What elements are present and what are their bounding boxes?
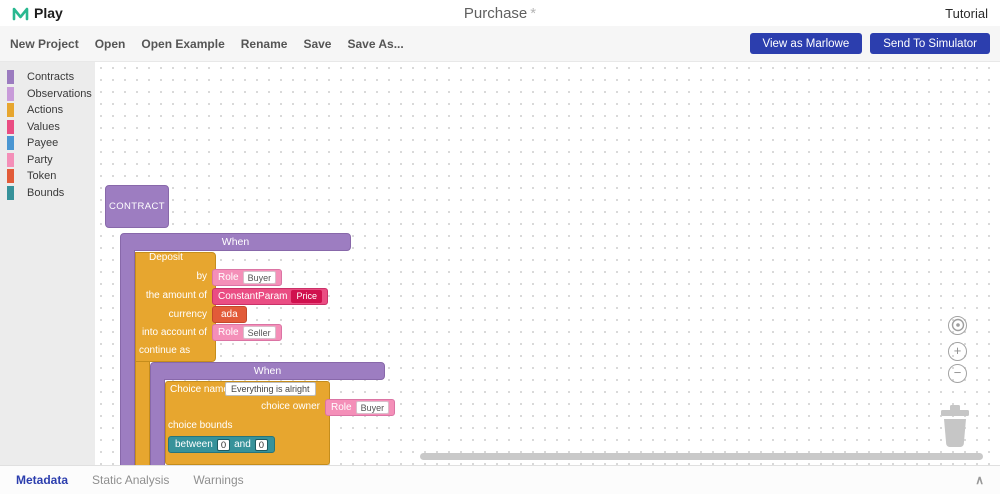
toolbar-menu: New Project Open Open Example Rename Sav… xyxy=(10,37,404,51)
choice-owner-label: choice owner xyxy=(261,401,320,412)
header: Play Purchase * Tutorial xyxy=(0,0,1000,26)
deposit-amount-label: the amount of xyxy=(145,290,207,301)
bounds-upper-field[interactable]: 0 xyxy=(254,438,269,451)
horizontal-scrollbar[interactable] xyxy=(420,453,983,460)
when-block-inner-spine[interactable] xyxy=(150,379,165,465)
choice-name-field[interactable]: Everything is alright xyxy=(225,382,316,396)
toolbox-category-actions[interactable]: Actions xyxy=(0,102,95,118)
toolbox-category-observations[interactable]: Observations xyxy=(0,86,95,102)
role-name-field[interactable]: Seller xyxy=(242,326,276,339)
toolbox-category-payee[interactable]: Payee xyxy=(0,135,95,151)
menu-item-rename[interactable]: Rename xyxy=(240,36,288,51)
bounds-between-block[interactable]: between 0 and 0 xyxy=(168,436,276,453)
trash-icon xyxy=(941,405,969,448)
menu-item-open[interactable]: Open xyxy=(94,36,126,51)
deposit-account-label: into account of xyxy=(141,327,207,338)
toolbox-category-contracts[interactable]: Contracts xyxy=(0,69,95,85)
role-block-choice-owner[interactable]: Role Buyer xyxy=(325,399,396,416)
project-title: Purchase * xyxy=(0,5,1000,22)
category-color-chip xyxy=(7,152,14,167)
toolbox-category-party[interactable]: Party xyxy=(0,152,95,168)
category-color-chip xyxy=(7,119,14,134)
ada-token-block[interactable]: ada xyxy=(212,306,247,323)
constant-param-name-field[interactable]: Price xyxy=(291,290,322,303)
role-name-field[interactable]: Buyer xyxy=(242,271,277,284)
role-block-buyer[interactable]: Role Buyer xyxy=(212,269,283,286)
constant-param-block[interactable]: ConstantParam Price xyxy=(212,288,328,305)
menu-item-save[interactable]: Save xyxy=(303,36,332,51)
send-to-simulator-button[interactable]: Send To Simulator xyxy=(870,33,990,54)
category-color-chip xyxy=(7,86,14,101)
contract-block[interactable]: CONTRACT xyxy=(105,185,169,228)
block-toolbox: Contracts Observations Actions Values Pa… xyxy=(0,62,95,465)
deposit-by-label: by xyxy=(196,271,207,282)
category-color-chip xyxy=(7,185,14,200)
toolbox-category-token[interactable]: Token xyxy=(0,168,95,184)
tab-warnings[interactable]: Warnings xyxy=(193,473,244,487)
bottom-panel-bar: Metadata Static Analysis Warnings ∧ xyxy=(0,465,1000,494)
category-color-chip xyxy=(7,103,14,117)
blockly-workspace[interactable]: CONTRACT When Deposit by the amount of c… xyxy=(95,62,1000,465)
bounds-lower-field[interactable]: 0 xyxy=(216,438,231,451)
menu-item-new-project[interactable]: New Project xyxy=(10,36,79,51)
logo[interactable]: Play xyxy=(12,5,63,21)
main-area: Contracts Observations Actions Values Pa… xyxy=(0,62,1000,465)
trash-can[interactable] xyxy=(938,403,972,454)
unsaved-indicator: * xyxy=(530,4,537,22)
view-as-marlowe-button[interactable]: View as Marlowe xyxy=(749,33,863,54)
tab-static-analysis[interactable]: Static Analysis xyxy=(92,473,170,487)
toolbar-actions: View as Marlowe Send To Simulator xyxy=(749,33,990,54)
collapse-panel-chevron-icon[interactable]: ∧ xyxy=(975,473,984,487)
toolbar: New Project Open Open Example Rename Sav… xyxy=(0,26,1000,62)
role-block-seller[interactable]: Role Seller xyxy=(212,324,282,341)
when-block-outer[interactable]: When xyxy=(120,233,351,251)
when-block-outer-spine[interactable] xyxy=(120,250,135,465)
deposit-continue-label: continue as xyxy=(139,345,191,356)
zoom-out-button[interactable]: − xyxy=(948,364,967,383)
category-color-chip xyxy=(7,70,14,84)
role-name-field[interactable]: Buyer xyxy=(355,401,390,414)
tab-metadata[interactable]: Metadata xyxy=(16,473,69,487)
deposit-currency-label: currency xyxy=(168,309,207,320)
deposit-title: Deposit xyxy=(149,252,183,263)
choice-bounds-label: choice bounds xyxy=(168,420,233,431)
logo-m-icon xyxy=(12,7,29,20)
toolbox-category-bounds[interactable]: Bounds xyxy=(0,185,95,201)
category-color-chip xyxy=(7,136,14,150)
logo-text: Play xyxy=(34,5,63,21)
deposit-block-spine[interactable] xyxy=(135,362,150,465)
menu-item-open-example[interactable]: Open Example xyxy=(141,36,225,51)
choice-name-label: Choice name xyxy=(170,384,229,395)
zoom-in-button[interactable]: + xyxy=(948,342,967,361)
category-color-chip xyxy=(7,169,14,183)
crosshair-icon xyxy=(951,318,964,332)
project-title-text: Purchase xyxy=(463,4,528,22)
deposit-block[interactable] xyxy=(135,252,216,362)
when-block-inner[interactable]: When xyxy=(150,362,385,380)
tutorial-link[interactable]: Tutorial xyxy=(945,5,988,21)
menu-item-save-as[interactable]: Save As... xyxy=(347,36,404,51)
toolbox-category-values[interactable]: Values xyxy=(0,119,95,135)
zoom-reset-button[interactable] xyxy=(948,316,967,335)
